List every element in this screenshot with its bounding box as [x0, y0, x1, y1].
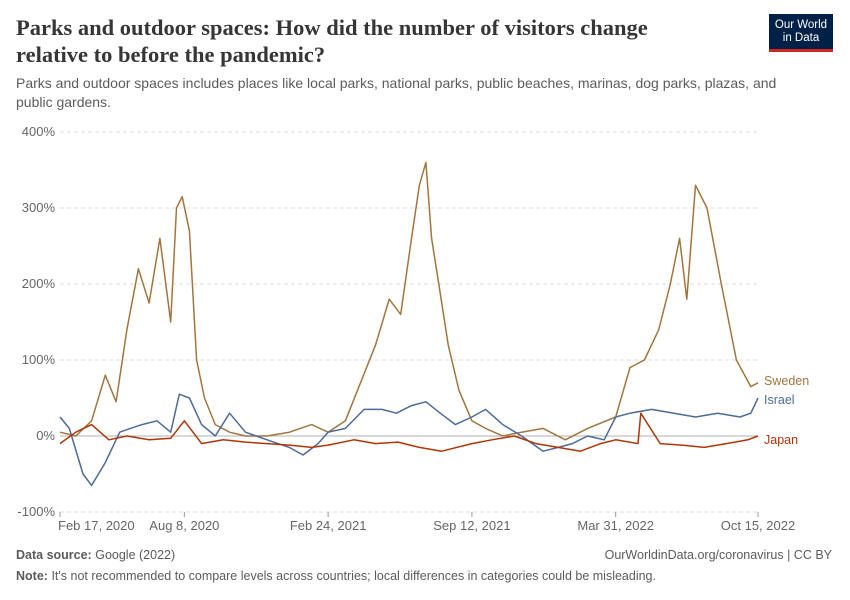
note: Note: It's not recommended to compare le… [16, 569, 656, 583]
y-tick-label: 0% [36, 428, 55, 443]
series-line-sweden[interactable] [59, 161, 759, 441]
x-tick-label: Feb 24, 2021 [290, 518, 367, 533]
y-tick-label: 200% [22, 276, 56, 291]
x-tick-label: Aug 8, 2020 [149, 518, 219, 533]
series-labels: Sweden Israel Japan [764, 374, 809, 447]
series-label-japan[interactable]: Japan [764, 433, 798, 447]
logo-line-2: in Data [782, 32, 820, 44]
y-tick-label: 400% [22, 124, 56, 139]
series-line-israel[interactable] [59, 393, 759, 487]
x-tick-label: Oct 15, 2022 [721, 518, 795, 533]
logo-line-1: Our World [774, 19, 828, 31]
note-text: It's not recommended to compare levels a… [51, 569, 656, 583]
chart-title: Parks and outdoor spaces: How did the nu… [16, 15, 648, 67]
credit-link[interactable]: OurWorldinData.org/coronavirus | CC BY [604, 548, 832, 562]
y-tick-label: 100% [22, 352, 56, 367]
series-label-israel[interactable]: Israel [764, 393, 795, 407]
x-tick-label: Feb 17, 2020 [58, 518, 135, 533]
grid-layer: -100% 0% 100% 200% 300% 400% Feb 17, 2020 Aug 8… [17, 124, 795, 533]
owid-logo[interactable]: Our World in Data [769, 14, 833, 52]
y-tick-label: -100% [17, 504, 55, 519]
x-tick-label: Mar 31, 2022 [577, 518, 654, 533]
series-layer [59, 161, 759, 487]
data-source: Data source: Google (2022) [16, 548, 175, 562]
note-label: Note: [16, 569, 48, 583]
data-source-label: Data source: [16, 548, 92, 562]
series-label-sweden[interactable]: Sweden [764, 374, 809, 388]
data-source-link[interactable]: Google (2022) [95, 548, 176, 562]
y-tick-label: 300% [22, 200, 56, 215]
chart-subtitle: Parks and outdoor spaces includes places… [16, 75, 777, 110]
series-line-japan[interactable] [59, 412, 759, 452]
x-tick-label: Sep 12, 2021 [433, 518, 510, 533]
